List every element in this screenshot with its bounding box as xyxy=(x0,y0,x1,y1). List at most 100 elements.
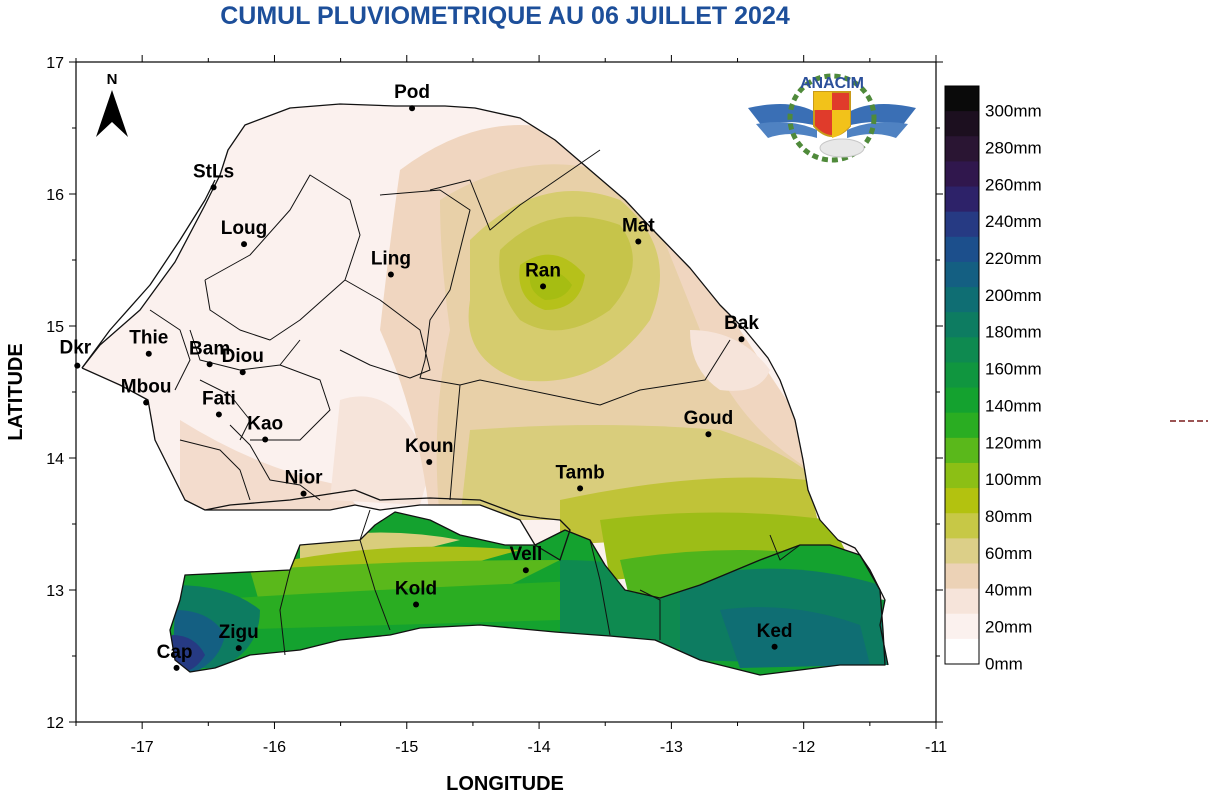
x-tick-label: -17 xyxy=(131,739,154,756)
legend-swatch xyxy=(945,312,979,338)
station-marker xyxy=(262,436,269,443)
station-marker xyxy=(426,458,433,465)
legend-label: 40mm xyxy=(985,581,1032,600)
legend-label: 180mm xyxy=(985,323,1042,342)
station-label: Zigu xyxy=(219,622,259,643)
y-tick-label: 15 xyxy=(46,319,64,336)
station-label: Kao xyxy=(247,414,283,435)
north-arrow-icon xyxy=(96,90,128,137)
station-label: Ked xyxy=(757,621,793,642)
x-tick-label: -11 xyxy=(925,739,947,756)
station-marker xyxy=(705,431,712,438)
station-label: Ling xyxy=(371,249,411,270)
legend: 300mm 280mm 260mm 240mm 220mm 200mm 180mm 160mm… xyxy=(944,85,1042,673)
coastline-west xyxy=(81,367,206,511)
station-label: Bak xyxy=(724,313,759,334)
legend-swatch xyxy=(945,136,979,162)
boundaries xyxy=(81,103,889,676)
station-marker xyxy=(540,283,547,290)
legend-swatch xyxy=(945,613,979,640)
station-marker xyxy=(239,369,246,376)
legend-swatch xyxy=(945,563,979,590)
legend-label: 280mm xyxy=(985,138,1042,157)
station-marker xyxy=(738,336,745,343)
station-label: Tamb xyxy=(555,462,604,483)
station-marker xyxy=(74,362,81,369)
station-label: Bam xyxy=(189,338,230,359)
legend-label: 200mm xyxy=(985,286,1042,305)
x-tick-label: -15 xyxy=(395,739,418,756)
department-lines xyxy=(149,149,801,656)
y-axis-title: LATITUDE xyxy=(5,343,27,440)
station-marker xyxy=(173,664,180,671)
logo-wreath xyxy=(787,73,877,163)
station-label: Diou xyxy=(222,346,264,367)
station-label: StLs xyxy=(193,161,234,182)
legend-label: 140mm xyxy=(985,396,1042,415)
logo-cloud xyxy=(819,138,865,158)
legend-label: 80mm xyxy=(985,507,1032,526)
station-label: Pod xyxy=(394,82,430,103)
y-tick-label: 16 xyxy=(46,187,64,204)
station-label: Dkr xyxy=(59,338,91,359)
station-marker xyxy=(143,399,150,406)
legend-swatch xyxy=(945,211,979,238)
country-outline-south xyxy=(169,511,886,676)
country-outline-north xyxy=(81,103,889,666)
gambia-outline xyxy=(204,489,571,561)
station-marker xyxy=(409,105,416,112)
coastline-grand-cote xyxy=(81,179,216,369)
legend-swatch xyxy=(945,161,979,188)
station-label: Kold xyxy=(395,579,437,600)
station-marker xyxy=(771,643,778,650)
station-label: Loug xyxy=(221,218,267,239)
y-tick-label: 13 xyxy=(46,583,64,600)
legend-swatch xyxy=(945,261,979,288)
x-tick-label: -16 xyxy=(263,739,286,756)
y-axis: 12 13 14 15 16 17 xyxy=(46,55,943,732)
legend-label: 300mm xyxy=(985,102,1042,121)
y-tick-label: 17 xyxy=(46,55,64,72)
station-marker xyxy=(635,238,642,245)
station-label: Ran xyxy=(525,260,561,281)
station-marker xyxy=(577,485,584,492)
station-label: Koun xyxy=(405,436,454,457)
station-marker xyxy=(235,645,242,652)
legend-label: 160mm xyxy=(985,360,1042,379)
station-label: Goud xyxy=(684,408,734,429)
station-marker xyxy=(413,601,420,608)
station-marker xyxy=(206,361,213,368)
station-label: Thie xyxy=(129,328,168,349)
legend-label: 100mm xyxy=(985,470,1042,489)
legend-swatch xyxy=(945,588,979,615)
map-title: CUMUL PLUVIOMETRIQUE AU 06 JUILLET 2024 xyxy=(220,2,790,30)
north-arrow: N xyxy=(96,71,128,137)
x-tick-label: -14 xyxy=(528,739,551,756)
legend-label: 0mm xyxy=(985,654,1023,673)
station-marker xyxy=(300,490,307,497)
legend-swatch xyxy=(945,362,979,389)
legend-label: 60mm xyxy=(985,544,1032,563)
legend-swatch xyxy=(945,337,979,363)
legend-swatch xyxy=(945,513,979,539)
y-tick-label: 12 xyxy=(46,715,64,732)
legend-label: 260mm xyxy=(985,175,1042,194)
legend-swatch xyxy=(945,437,979,464)
station-marker xyxy=(387,271,394,278)
x-axis: -17 -16 -15 -14 -13 -12 -11 xyxy=(75,55,947,756)
station-marker xyxy=(210,184,217,191)
legend-swatch xyxy=(945,387,979,414)
station-marker xyxy=(215,411,222,418)
station-marker xyxy=(145,350,152,357)
x-tick-label: -13 xyxy=(660,739,683,756)
station-label: Fati xyxy=(202,388,236,409)
legend-swatch xyxy=(945,86,979,112)
legend-swatch xyxy=(945,462,979,489)
legend-label: 120mm xyxy=(985,433,1042,452)
x-axis-title: LONGITUDE xyxy=(446,773,564,795)
legend-swatch xyxy=(945,111,979,137)
anacim-logo: ANACIM xyxy=(748,73,916,163)
station-label: Mat xyxy=(622,216,655,237)
station-marker xyxy=(522,567,529,574)
